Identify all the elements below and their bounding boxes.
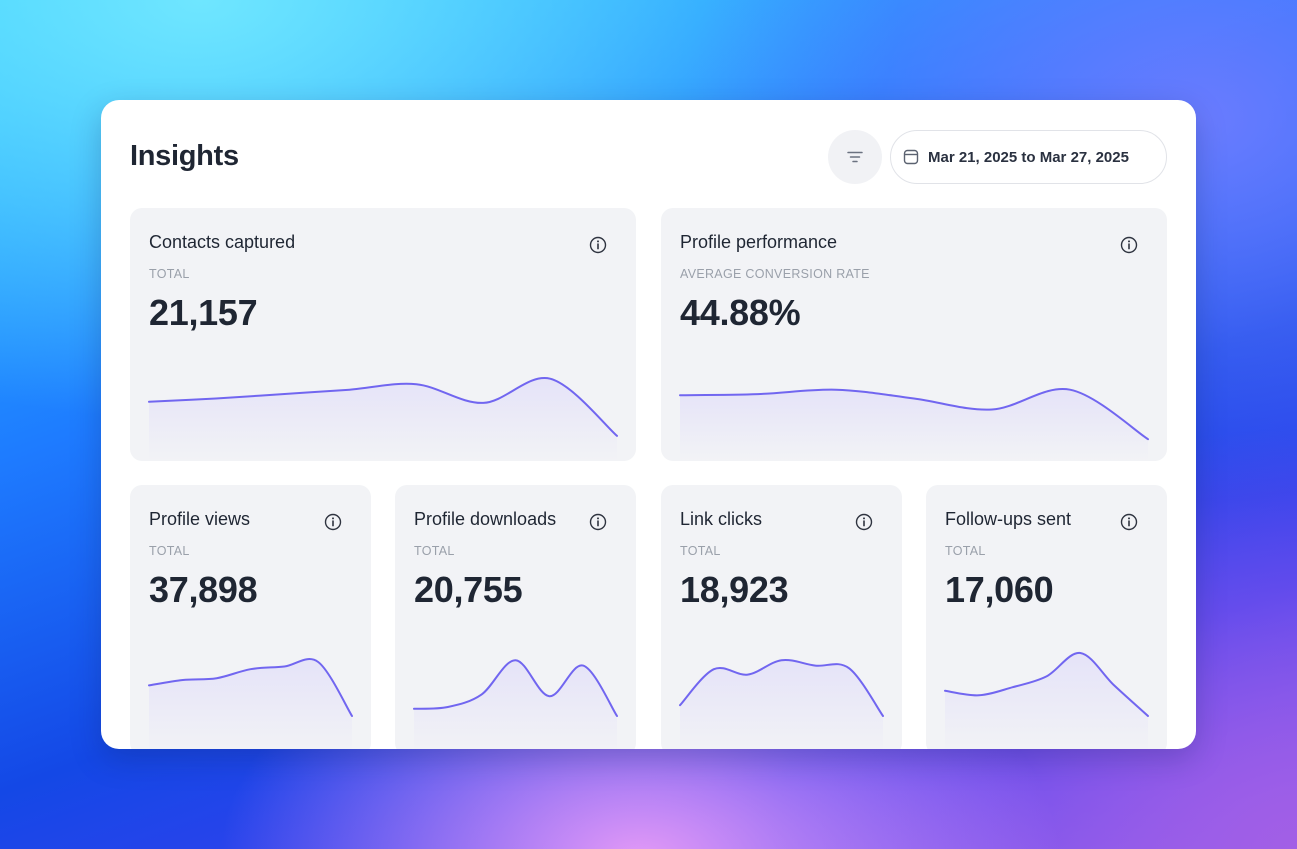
- metric-tile-contacts-captured: Contacts captured TOTAL 21,157: [130, 208, 636, 461]
- metric-subtitle: TOTAL: [680, 544, 721, 558]
- metric-title: Contacts captured: [149, 232, 296, 252]
- sparkline-chart: [148, 658, 353, 749]
- page-title: Insights: [130, 140, 239, 172]
- sparkline-area: [414, 660, 617, 749]
- metric-subtitle: TOTAL: [149, 544, 190, 558]
- metric-title: Link clicks: [680, 509, 763, 529]
- metric-tile-follow-ups-sent: Follow-ups sent TOTAL 17,060: [926, 485, 1167, 749]
- info-icon[interactable]: [589, 236, 607, 254]
- date-range-label: Mar 21, 2025 to Mar 27, 2025: [928, 148, 1129, 166]
- info-icon[interactable]: [324, 513, 342, 531]
- info-icon[interactable]: [1120, 236, 1138, 254]
- sparkline-area: [680, 659, 883, 749]
- metric-subtitle: TOTAL: [149, 267, 190, 281]
- sparkline-line: [148, 377, 618, 437]
- sparkline-area: [680, 389, 1148, 461]
- metric-title: Profile performance: [680, 232, 838, 252]
- info-icon[interactable]: [1120, 513, 1138, 531]
- metric-tile-profile-downloads: Profile downloads TOTAL 20,755: [395, 485, 636, 749]
- sparkline-line: [148, 658, 353, 717]
- filter-icon: [847, 151, 863, 163]
- metric-value: 17,060: [945, 569, 1054, 610]
- metric-tile-profile-views: Profile views TOTAL 37,898: [130, 485, 371, 749]
- sparkline-area: [149, 378, 617, 461]
- date-range-picker[interactable]: Mar 21, 2025 to Mar 27, 2025: [890, 130, 1167, 184]
- sparkline-line: [944, 651, 1149, 717]
- metric-tile-link-clicks: Link clicks TOTAL 18,923: [661, 485, 902, 749]
- sparkline-chart: [944, 651, 1149, 749]
- metric-subtitle: TOTAL: [945, 544, 986, 558]
- sparkline-area: [945, 652, 1148, 749]
- metric-value: 20,755: [414, 569, 523, 610]
- metric-title: Follow-ups sent: [945, 509, 1072, 529]
- sparkline-line: [413, 659, 618, 717]
- metric-subtitle: AVERAGE CONVERSION RATE: [680, 267, 870, 281]
- info-icon[interactable]: [589, 513, 607, 531]
- sparkline-area: [149, 659, 352, 749]
- metric-title: Profile views: [149, 509, 251, 529]
- info-icon[interactable]: [855, 513, 873, 531]
- metric-subtitle: TOTAL: [414, 544, 455, 558]
- sparkline-chart: [679, 388, 1149, 461]
- sparkline-chart: [413, 659, 618, 749]
- sparkline-chart: [148, 377, 618, 461]
- metric-value: 21,157: [149, 292, 258, 333]
- metric-value: 18,923: [680, 569, 789, 610]
- metric-value: 37,898: [149, 569, 258, 610]
- sparkline-chart: [679, 658, 884, 749]
- filter-button[interactable]: [828, 130, 882, 184]
- metric-title: Profile downloads: [414, 509, 557, 529]
- sparkline-line: [679, 658, 884, 717]
- calendar-icon: [903, 149, 919, 165]
- sparkline-line: [679, 388, 1149, 441]
- insights-card: Insights Mar 21, 2025 to Mar 27, 2025 Co…: [101, 100, 1196, 749]
- metric-tile-profile-performance: Profile performance AVERAGE CONVERSION R…: [661, 208, 1167, 461]
- metric-value: 44.88%: [680, 292, 801, 333]
